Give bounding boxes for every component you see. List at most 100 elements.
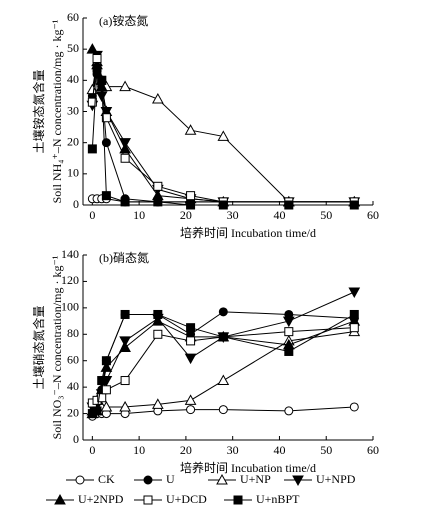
legend-label: U+2NPD [78, 492, 124, 506]
y-tick-label: 140 [61, 247, 79, 261]
data-point [120, 376, 130, 386]
y-tick-label: 20 [67, 134, 79, 148]
data-point [284, 327, 294, 337]
legend-marker [292, 475, 304, 487]
data-point [186, 200, 196, 210]
x-tick-label: 20 [180, 208, 192, 222]
x-tick-label: 50 [320, 443, 332, 457]
y-tick-label: 60 [67, 10, 79, 24]
data-point [120, 153, 130, 163]
legend-marker [54, 493, 66, 505]
x-axis-label: 培养时间 Incubation time/d [180, 225, 316, 240]
x-tick-label: 30 [227, 443, 239, 457]
data-point [184, 124, 197, 135]
data-point [151, 398, 164, 409]
legend-marker [143, 495, 153, 505]
data-point [92, 406, 102, 416]
x-tick-label: 0 [89, 443, 95, 457]
legend-label: CK [98, 472, 115, 486]
y-tick-label: 40 [67, 72, 79, 86]
data-point [100, 361, 113, 372]
data-point [119, 142, 131, 154]
legend-label: U+NPD [316, 472, 356, 486]
series-line [91, 67, 355, 206]
data-point [153, 197, 163, 207]
data-point [186, 323, 196, 333]
x-axis-label: 培养时间 Incubation time/d [180, 460, 316, 475]
y-tick-label: 50 [67, 41, 79, 55]
x-tick-label: 40 [273, 208, 285, 222]
y-tick-label: 120 [61, 273, 79, 287]
data-point [186, 405, 196, 415]
data-point [153, 181, 163, 191]
data-point [282, 316, 295, 328]
data-point [218, 405, 228, 415]
y-axis-label: 土壤硝态氮含量 [31, 305, 46, 389]
data-point [101, 385, 111, 395]
y-tick-label: 40 [67, 379, 79, 393]
y-axis-label-en: Soil NO₃⁻–N concentration/mg · kg⁻¹ [50, 255, 64, 439]
data-point [101, 356, 111, 366]
data-point [120, 309, 130, 319]
data-point [217, 130, 230, 141]
y-tick-label: 60 [67, 352, 79, 366]
data-point [349, 323, 359, 333]
legend-label: U [166, 472, 175, 486]
x-tick-label: 40 [273, 443, 285, 457]
data-point [86, 43, 99, 54]
data-point [151, 315, 164, 326]
legend-label: U+nBPT [256, 492, 300, 506]
data-point [349, 200, 359, 210]
data-point [186, 191, 196, 201]
x-tick-label: 10 [133, 443, 145, 457]
data-point [86, 83, 99, 95]
data-point [97, 393, 107, 403]
data-point [218, 200, 228, 210]
y-tick-label: 80 [67, 326, 79, 340]
data-point [100, 400, 113, 412]
data-point [284, 200, 294, 210]
y-axis-label: 土壤铵态氮含量 [31, 69, 46, 153]
series-line [91, 58, 355, 203]
data-point [284, 346, 294, 356]
series-line [91, 311, 355, 414]
data-point [153, 329, 163, 339]
legend-marker [216, 473, 228, 485]
y-axis-label-en: Soil NH₄⁺–N concentration/mg · kg⁻¹ [50, 19, 64, 203]
x-tick-label: 60 [367, 443, 379, 457]
y-tick-label: 30 [67, 103, 79, 117]
legend-label: U+DCD [166, 492, 207, 506]
x-tick-label: 20 [180, 443, 192, 457]
series-line [92, 313, 355, 415]
data-point [217, 374, 230, 386]
data-point [348, 287, 361, 299]
y-tick-label: 10 [67, 166, 79, 180]
data-point [92, 54, 102, 64]
legend-marker [143, 475, 153, 485]
y-tick-label: 20 [67, 405, 79, 419]
data-point [101, 138, 111, 148]
data-point [218, 332, 228, 342]
x-tick-label: 10 [133, 208, 145, 222]
x-tick-label: 30 [227, 208, 239, 222]
data-point [349, 309, 359, 319]
data-point [184, 394, 197, 405]
data-point [120, 197, 130, 207]
data-point [87, 144, 97, 154]
data-point [97, 75, 107, 85]
series-line [91, 55, 355, 203]
y-tick-label: 0 [73, 432, 79, 446]
data-point [153, 309, 163, 319]
x-tick-label: 60 [367, 208, 379, 222]
data-point [349, 402, 359, 412]
data-point [119, 336, 131, 347]
data-point [87, 97, 97, 107]
panel-title: (b)硝态氮 [99, 250, 149, 265]
data-point [119, 80, 131, 92]
data-point [95, 91, 108, 102]
series-line [91, 49, 355, 203]
x-tick-label: 0 [89, 208, 95, 222]
panel-title: (a)铵态氮 [99, 13, 148, 28]
legend-marker [233, 495, 243, 505]
